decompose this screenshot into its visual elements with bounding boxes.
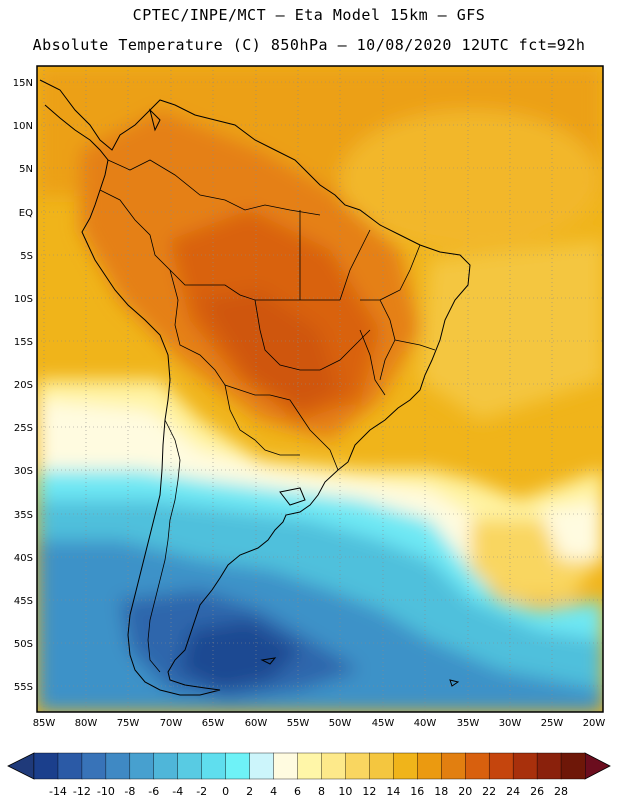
colorbar-label: 14 (386, 785, 400, 798)
lon-label-80w: 80W (75, 718, 98, 729)
colorbar-cell (488, 752, 514, 780)
colorbar-cell (465, 752, 490, 780)
lon-label-20w: 20W (583, 718, 606, 729)
colorbar: -14 -12 -10 -8 -6 -4 -2 0 2 4 6 8 10 12 14 16 18 20 22 24 26… (7, 752, 611, 798)
colorbar-cell (153, 752, 179, 780)
lon-label-85w: 85W (33, 718, 56, 729)
colorbar-label: 26 (530, 785, 544, 798)
map-title-line-2: Absolute Temperature (C) 850hPa – 10/08/… (32, 36, 586, 54)
colorbar-overflow-arrow (584, 752, 611, 780)
colorbar-label: 22 (482, 785, 496, 798)
lat-label-10n: 10N (13, 121, 33, 132)
colorbar-label: 24 (506, 785, 520, 798)
lat-label-10s: 10S (14, 294, 33, 305)
colorbar-underflow-arrow (7, 752, 35, 780)
lon-label-45w: 45W (372, 718, 395, 729)
lat-label-40s: 40S (14, 553, 33, 564)
colorbar-cell (33, 752, 59, 780)
colorbar-cell (225, 752, 251, 780)
colorbar-cell (536, 752, 562, 780)
colorbar-cell (57, 752, 83, 780)
colorbar-label: 0 (222, 785, 229, 798)
lon-label-30w: 30W (499, 718, 522, 729)
colorbar-cell (129, 752, 155, 780)
temperature-field (37, 66, 603, 712)
colorbar-label: -10 (97, 785, 115, 798)
colorbar-label: 4 (270, 785, 277, 798)
colorbar-cell (105, 752, 131, 780)
colorbar-label: 18 (434, 785, 448, 798)
lat-label-eq: EQ (19, 208, 33, 219)
lat-label-20s: 20S (14, 380, 33, 391)
lon-label-25w: 25W (541, 718, 564, 729)
colorbar-label: -4 (172, 785, 183, 798)
colorbar-cell (441, 752, 466, 780)
colorbar-cell (81, 752, 107, 780)
lat-label-30s: 30S (14, 466, 33, 477)
lat-label-15n: 15N (13, 78, 33, 89)
lat-label-15s: 15S (14, 337, 33, 348)
colorbar-cell (369, 752, 394, 780)
colorbar-cell (345, 752, 370, 780)
lat-label-5s: 5S (20, 251, 33, 262)
latitude-axis: 15N 10N 5N EQ 5S 10S 15S 20S 25S 30S 35S… (13, 78, 33, 693)
colorbar-cell (393, 752, 418, 780)
colorbar-cell (249, 752, 275, 780)
colorbar-label: 6 (294, 785, 301, 798)
colorbar-cell (177, 752, 203, 780)
colorbar-label: 10 (338, 785, 352, 798)
colorbar-cell (201, 752, 227, 780)
colorbar-label: 16 (410, 785, 424, 798)
lat-label-25s: 25S (14, 423, 33, 434)
lon-label-35w: 35W (457, 718, 480, 729)
colorbar-label: 12 (362, 785, 376, 798)
lon-label-75w: 75W (117, 718, 140, 729)
colorbar-cell (560, 752, 586, 780)
colorbar-label: 8 (318, 785, 325, 798)
colorbar-label: 20 (458, 785, 472, 798)
colorbar-cell (297, 752, 322, 780)
lat-label-5n: 5N (19, 164, 33, 175)
colorbar-label: -2 (196, 785, 207, 798)
lat-label-35s: 35S (14, 510, 33, 521)
lon-label-65w: 65W (202, 718, 225, 729)
colorbar-cell (273, 752, 299, 780)
lon-label-55w: 55W (287, 718, 310, 729)
colorbar-label: -6 (148, 785, 159, 798)
lon-label-40w: 40W (414, 718, 437, 729)
map-frame (36, 65, 604, 713)
colorbar-label: -14 (49, 785, 67, 798)
colorbar-label: 28 (554, 785, 568, 798)
colorbar-cell (417, 752, 442, 780)
colorbar-cell (321, 752, 346, 780)
lon-label-70w: 70W (160, 718, 183, 729)
colorbar-label: -8 (124, 785, 135, 798)
lat-label-45s: 45S (14, 596, 33, 607)
longitude-axis: 85W 80W 75W 70W 65W 60W 55W 50W 45W 40W … (33, 718, 606, 729)
colorbar-label: 2 (246, 785, 253, 798)
colorbar-cell (512, 752, 538, 780)
lat-label-50s: 50S (14, 639, 33, 650)
lon-label-50w: 50W (329, 718, 352, 729)
map-title-line-1: CPTEC/INPE/MCT – Eta Model 15km – GFS (132, 6, 486, 24)
colorbar-label: -12 (73, 785, 91, 798)
lat-label-55s: 55S (14, 682, 33, 693)
coastline (39, 79, 471, 696)
country-borders (99, 159, 436, 673)
lon-label-60w: 60W (245, 718, 268, 729)
